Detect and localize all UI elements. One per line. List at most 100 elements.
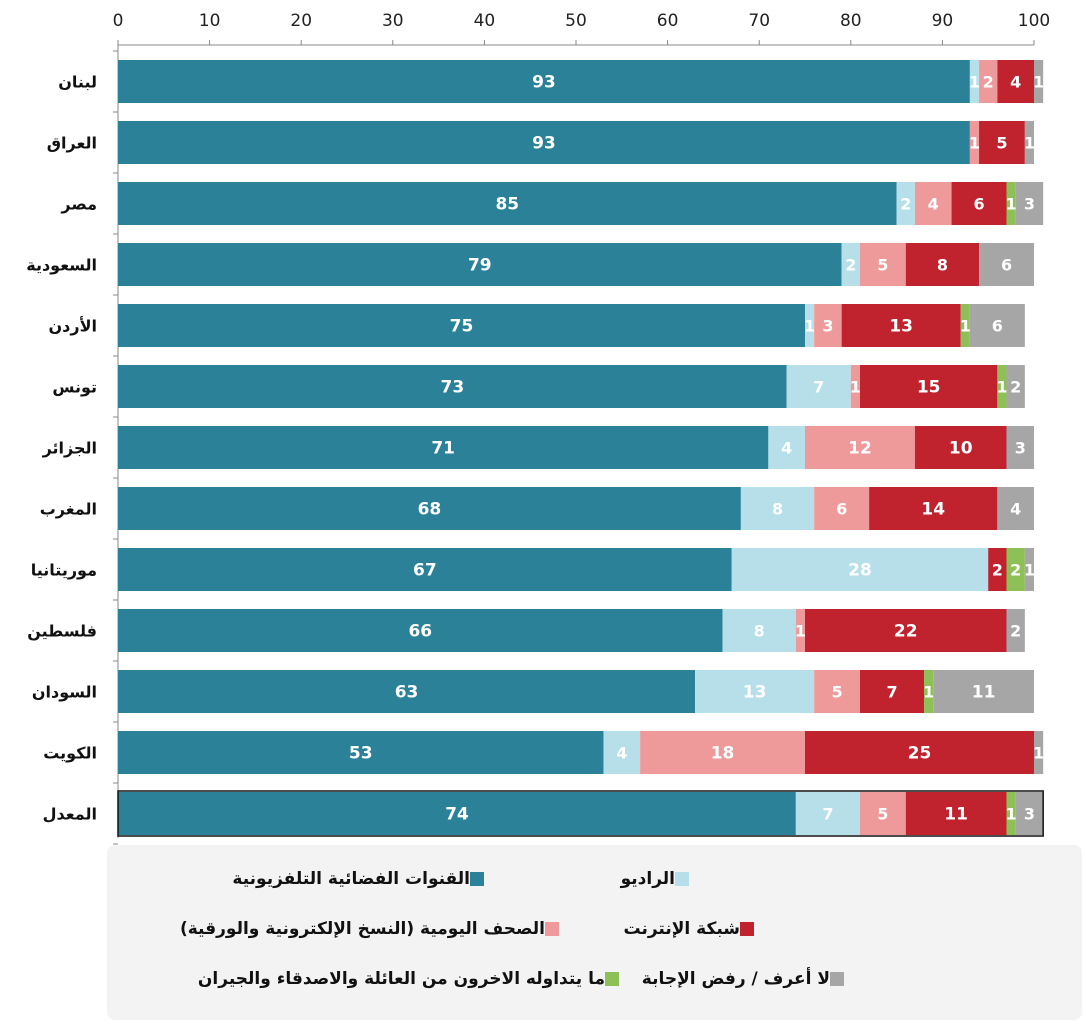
- bar-segment: [896, 182, 915, 225]
- legend-label: الراديو: [620, 869, 675, 889]
- data-label: 8: [754, 622, 765, 641]
- data-label: 1: [969, 73, 980, 92]
- category-label: لبنان: [58, 73, 97, 92]
- data-label: 4: [1010, 73, 1021, 92]
- data-label: 71: [431, 439, 455, 459]
- bar-segment: [969, 304, 1025, 347]
- bar-segment: [795, 792, 860, 835]
- bar-segment: [795, 609, 805, 652]
- bar-segment: [997, 487, 1034, 530]
- legend-item-newspapers: الصحف اليومية (النسخ الإلكترونية والورقي…: [180, 919, 567, 939]
- bar-segment: [768, 426, 805, 469]
- category-label: السعودية: [26, 256, 97, 275]
- data-label: 53: [349, 744, 373, 764]
- bar-segment: [905, 792, 1007, 835]
- data-label: 6: [992, 317, 1003, 336]
- data-label: 3: [1024, 195, 1035, 214]
- legend-swatch: [605, 972, 619, 986]
- data-label: 8: [772, 500, 783, 519]
- data-label: 6: [973, 195, 984, 214]
- data-label: 6: [836, 500, 847, 519]
- bar-segment: [841, 243, 860, 286]
- legend-swatch: [830, 972, 844, 986]
- bar-segment: [1015, 182, 1044, 225]
- legend-item-internet: شبكة الإنترنت: [623, 919, 762, 939]
- data-label: 3: [1024, 805, 1035, 824]
- data-label: 2: [1010, 622, 1021, 641]
- data-label: 4: [1010, 500, 1021, 519]
- data-label: 6: [1001, 256, 1012, 275]
- bar-segment: [969, 60, 980, 103]
- data-label: 22: [894, 622, 918, 642]
- data-label: 5: [996, 134, 1007, 153]
- data-label: 28: [848, 561, 872, 581]
- bar-segment: [1006, 609, 1025, 652]
- bar-segment: [786, 365, 851, 408]
- bar-segment: [118, 426, 769, 469]
- data-label: 1: [1033, 744, 1044, 763]
- data-label: 14: [921, 500, 945, 520]
- bar-segment: [1006, 426, 1034, 469]
- data-label: 4: [928, 195, 939, 214]
- data-label: 1: [1006, 805, 1017, 824]
- category-label: الأردن: [49, 317, 97, 336]
- data-label: 93: [532, 134, 556, 154]
- bar-segment: [1006, 182, 1016, 225]
- data-label: 1: [960, 317, 971, 336]
- bar-segment: [997, 365, 1007, 408]
- bar-segment: [740, 487, 815, 530]
- category-label: المعدل: [43, 805, 97, 824]
- legend-item-dont-know: لا أعرف / رفض الإجابة: [642, 969, 852, 989]
- legend-label: القنوات الفضائية التلفزيونية: [232, 869, 470, 889]
- bar-segment: [1006, 365, 1025, 408]
- bar-segment: [979, 121, 1025, 164]
- bar-segment: [1006, 548, 1025, 591]
- bar-segment: [118, 60, 970, 103]
- data-label: 74: [445, 805, 469, 825]
- data-label: 13: [743, 683, 767, 703]
- bar-segment: [603, 731, 641, 774]
- bar-segment: [859, 243, 906, 286]
- bar-segment: [1034, 60, 1044, 103]
- data-label: 2: [845, 256, 856, 275]
- bar-segment: [1006, 792, 1016, 835]
- data-label: 2: [900, 195, 911, 214]
- bar-segment: [118, 487, 741, 530]
- data-label: 1: [1006, 195, 1017, 214]
- bar-segment: [118, 304, 805, 347]
- bar-segment: [805, 426, 915, 469]
- bar-segment: [905, 243, 980, 286]
- x-tick-label: 30: [382, 11, 404, 31]
- legend: القنوات الفضائية التلفزيونية الراديو الص…: [107, 845, 1082, 1020]
- data-label: 73: [441, 378, 465, 398]
- data-label: 1: [804, 317, 815, 336]
- bar-segment: [988, 548, 1007, 591]
- bar-segment: [805, 731, 1034, 774]
- data-label: 2: [992, 561, 1003, 580]
- bar-segment: [695, 670, 815, 713]
- bar-segment: [997, 60, 1034, 103]
- legend-item-satellite-tv: القنوات الفضائية التلفزيونية: [232, 869, 492, 889]
- legend-swatch: [675, 872, 689, 886]
- data-label: 3: [822, 317, 833, 336]
- bar-segment: [118, 609, 723, 652]
- bar-segment: [731, 548, 989, 591]
- bar-segment: [640, 731, 805, 774]
- bar-segment: [869, 487, 998, 530]
- data-label: 7: [886, 683, 897, 702]
- bar-segment: [814, 304, 842, 347]
- data-label: 5: [877, 256, 888, 275]
- category-label: موريتانيا: [31, 561, 97, 580]
- data-label: 1: [996, 378, 1007, 397]
- x-tick-label: 90: [932, 11, 954, 31]
- bar-segment: [118, 121, 970, 164]
- data-label: 5: [877, 805, 888, 824]
- bar-segment: [979, 60, 998, 103]
- data-label: 10: [949, 439, 973, 459]
- bar-segment: [914, 182, 952, 225]
- average-bar-outline: [117, 790, 1044, 837]
- category-label: مصر: [60, 195, 97, 214]
- data-label: 7: [813, 378, 824, 397]
- x-tick-label: 100: [1018, 11, 1050, 31]
- data-label: 85: [495, 195, 519, 215]
